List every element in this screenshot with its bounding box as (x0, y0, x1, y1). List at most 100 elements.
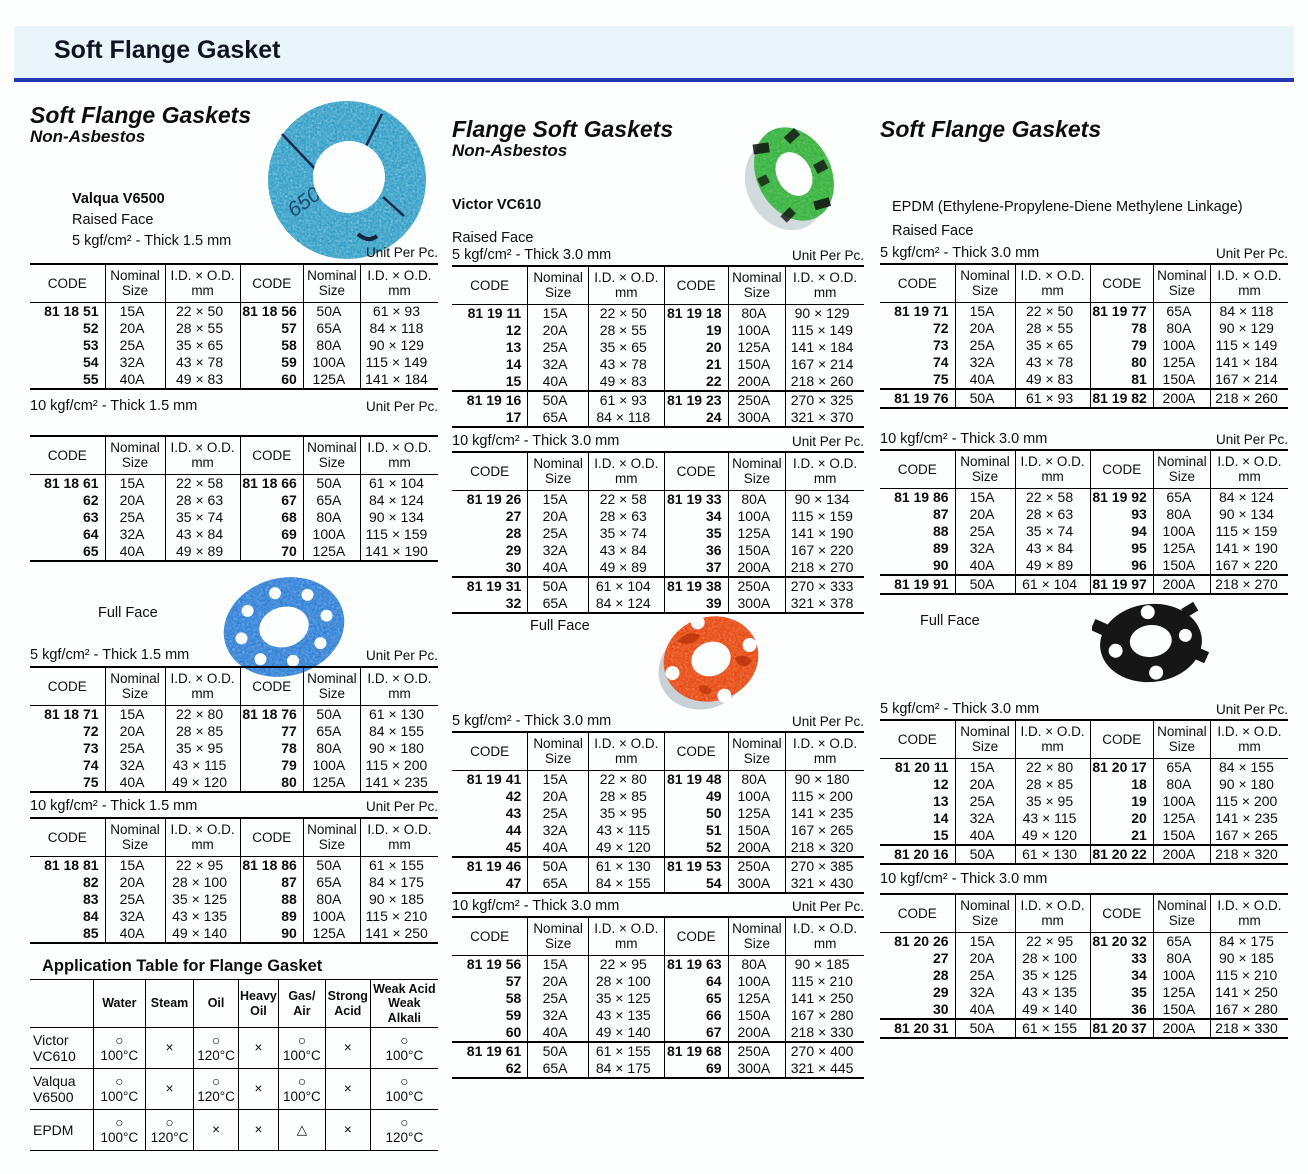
code-cell: 81 (1089, 371, 1154, 390)
gasket-photo-full-face-blue (223, 577, 345, 677)
id-od-cell: 22 × 95 (1014, 932, 1091, 951)
code-cell: 14 (932, 810, 949, 827)
code-cell: 52 (82, 320, 99, 337)
id-od-cell: 49 × 120 (164, 774, 241, 793)
nominal-size-cell: 25A (527, 990, 589, 1008)
column-header: CODE (1089, 720, 1154, 760)
nominal-size-cell: 65A (1152, 488, 1211, 507)
column-valqua: Soft Flange Gaskets Non-Asbestos 6500 Va… (30, 95, 438, 1165)
column-header: CODE (452, 452, 528, 492)
id-od-cell: 321 × 378 (785, 595, 864, 614)
nominal-size-cell: 300A (727, 595, 786, 614)
column-header: CODE (30, 436, 106, 476)
code-cell: 57 (239, 320, 304, 338)
id-od-cell: 115 × 149 (1209, 337, 1288, 355)
nominal-size-cell: 40A (104, 371, 166, 390)
nominal-size-cell: 32A (954, 984, 1016, 1002)
code-cell: 60 (239, 371, 304, 390)
nominal-size-cell: 100A (1152, 967, 1211, 985)
app-rating-cell: ○ 120°C (193, 1068, 239, 1111)
id-od-cell: 90 × 180 (359, 740, 438, 758)
nominal-size-cell: 15A (527, 955, 589, 974)
code-cell: 85 (82, 925, 99, 942)
table-row: 15 40A 49 × 120 21 150A 167 × 265 (880, 827, 1288, 846)
nominal-size-cell: 40A (954, 827, 1016, 846)
id-od-cell: 35 × 95 (587, 805, 665, 823)
nominal-size-cell: 200A (727, 373, 786, 392)
id-od-cell: 141 × 184 (1209, 354, 1288, 372)
column-header: CODE (663, 266, 729, 306)
nominal-size-cell: 20A (104, 320, 166, 338)
code-cell: 81 19 61 (452, 1041, 528, 1061)
id-od-cell: 43 × 115 (164, 757, 241, 775)
nominal-size-cell: 100A (302, 526, 361, 544)
table-row: 90 40A 49 × 89 96 150A 167 × 220 (880, 557, 1288, 576)
table-row: 81 20 11 15A 22 × 80 81 20 17 65A 84 × 155 (880, 758, 1288, 777)
column-header: CODE (880, 450, 956, 490)
column-header: I.D. × O.D. mm (587, 452, 665, 492)
id-od-cell: 49 × 83 (1014, 371, 1091, 390)
column-header: Nominal Size (1152, 720, 1211, 760)
table-row: 74 32A 43 × 115 79 100A 115 × 200 (30, 757, 438, 775)
column-header: CODE (30, 818, 106, 858)
id-od-cell: 22 × 95 (164, 856, 241, 875)
code-cell: 74 (932, 354, 949, 371)
gasket-photo-full-face-black (1092, 601, 1210, 683)
column-header: Nominal Size (954, 720, 1016, 760)
code-cell: 81 20 16 (880, 844, 956, 865)
nominal-size-cell: 80A (1152, 950, 1211, 968)
id-od-cell: 167 × 265 (1209, 827, 1288, 846)
column-header: Nominal Size (1152, 450, 1211, 490)
nominal-size-cell: 32A (527, 1007, 589, 1025)
table-row: 83 25A 35 × 125 88 80A 90 × 185 (30, 891, 438, 909)
id-od-cell: 115 × 159 (785, 508, 864, 526)
id-od-cell: 84 × 175 (359, 874, 438, 892)
table-row: 63 25A 35 × 74 68 80A 90 × 134 (30, 509, 438, 527)
nominal-size-cell: 20A (104, 723, 166, 741)
code-cell: 69 (663, 1060, 729, 1079)
code-cell: 29 (932, 984, 949, 1001)
nominal-size-cell: 80A (1152, 320, 1211, 338)
column-header: Nominal Size (527, 266, 589, 306)
id-od-cell: 115 × 200 (1209, 793, 1288, 811)
app-rating-cell: ○ 120°C (144, 1109, 195, 1152)
nominal-size-cell: 100A (727, 788, 786, 806)
id-od-cell: 141 × 190 (359, 543, 438, 562)
code-cell: 81 19 56 (466, 956, 522, 973)
nominal-size-cell: 125A (302, 774, 361, 793)
code-cell: 62 (505, 1060, 522, 1077)
nominal-size-cell: 25A (104, 891, 166, 909)
table-row: 29 32A 43 × 84 36 150A 167 × 220 (452, 542, 864, 560)
code-cell: 51 (663, 822, 729, 840)
column-header: I.D. × O.D. mm (587, 266, 665, 306)
column-header: I.D. × O.D. mm (1209, 720, 1288, 760)
id-od-cell: 270 × 385 (785, 856, 864, 876)
unit-per-pc-label: Unit Per Pc. (365, 648, 438, 663)
app-rating-cell: × (237, 1068, 279, 1111)
nominal-size-cell: 200A (1152, 574, 1211, 595)
app-column-header: Steam (144, 978, 195, 1029)
spec-label: 5 kgf/cm² - Thick 3.0 mm (452, 247, 612, 263)
code-cell: 94 (1089, 523, 1154, 541)
table-row: 64 32A 43 × 84 69 100A 115 × 159 (30, 526, 438, 544)
id-od-cell: 49 × 120 (1014, 827, 1091, 846)
table-row: 43 25A 35 × 95 50 125A 141 × 235 (452, 805, 864, 823)
spec-table: CODE Nominal Size I.D. × O.D. mm CODE Nomina… (880, 449, 1288, 596)
nominal-size-cell: 40A (104, 774, 166, 793)
id-od-cell: 35 × 74 (587, 525, 665, 543)
id-od-cell: 90 × 134 (785, 490, 864, 509)
id-od-cell: 90 × 185 (359, 891, 438, 909)
spec-label: 10 kgf/cm² - Thick 3.0 mm (880, 871, 1048, 887)
nominal-size-cell: 25A (527, 339, 589, 357)
nominal-size-cell: 20A (104, 874, 166, 892)
column-epdm: Soft Flange Gaskets EPDM (Ethylene-Propy… (880, 95, 1288, 1075)
code-cell: 88 (239, 891, 304, 909)
app-rating-cell: ○ 100°C (92, 1068, 146, 1111)
full-face-label: Full Face (920, 613, 980, 629)
nominal-size-cell: 50A (527, 390, 589, 410)
code-cell: 63 (82, 509, 99, 526)
column-header: Nominal Size (104, 818, 166, 858)
nominal-size-cell: 50A (527, 576, 589, 596)
nominal-size-cell: 300A (727, 409, 786, 428)
id-od-cell: 49 × 89 (1014, 557, 1091, 576)
